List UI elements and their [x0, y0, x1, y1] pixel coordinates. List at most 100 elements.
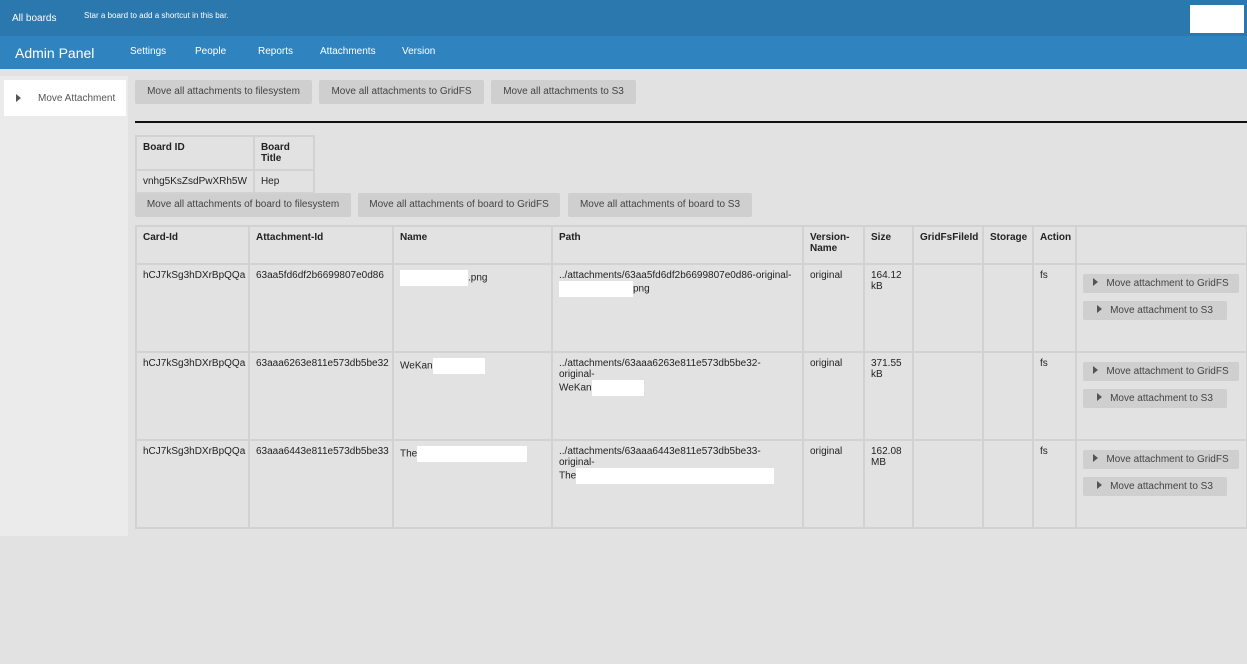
cell: The [392, 439, 553, 529]
button[interactable]: Move all attachments to S3 [491, 80, 636, 104]
arrow-icon [1097, 393, 1103, 401]
cell: Hep [252, 169, 316, 194]
header-cell: Board Title [252, 135, 316, 171]
arrow-icon [1093, 454, 1099, 462]
cell: vnhg5KsZsdPwXRh5W [135, 169, 255, 194]
sidebar: Move Attachment [0, 76, 128, 536]
path: ../attachments/63aaa6443e811e573db5be33-… [559, 446, 761, 468]
cell: Move attachment to GridFS Move attachment… [1075, 439, 1247, 529]
cell: original [802, 263, 865, 353]
redaction [576, 468, 775, 484]
redaction [432, 358, 485, 374]
header-cell: Action [1032, 225, 1077, 265]
sidebar-label: Move Attachment [38, 93, 116, 104]
all-boards-link[interactable]: All boards [12, 13, 57, 24]
nav-item[interactable]: Settings [130, 46, 167, 57]
button[interactable]: Move all attachments to GridFS [319, 80, 484, 104]
cell: 63aaa6443e811e573db5be33 [248, 439, 394, 529]
redaction [591, 380, 644, 396]
path: WeKan [559, 382, 592, 394]
button-label: Move attachment to S3 [1110, 481, 1213, 492]
button[interactable]: Move all attachments of board to S3 [568, 193, 752, 217]
cell: hCJ7kSg3hDXrBpQQa [135, 351, 250, 441]
redaction [400, 270, 468, 286]
cell [912, 439, 984, 529]
button-label: Move attachment to GridFS [1106, 366, 1229, 377]
sidebar-item[interactable]: Move Attachment [4, 80, 126, 116]
path: The [559, 470, 577, 482]
path: ../attachments/63aa5fd6df2b6699807e0d86-… [559, 270, 792, 281]
cell [982, 351, 1034, 441]
path: ../attachments/63aaa6263e811e573db5be32-… [559, 358, 761, 380]
cell [982, 263, 1034, 353]
nav-title: Admin Panel [15, 45, 95, 61]
header-cell: Path [551, 225, 804, 265]
avatar[interactable] [1190, 5, 1244, 33]
button-label: Move attachment to S3 [1110, 393, 1213, 404]
button[interactable]: Move attachment to GridFS [1083, 362, 1239, 381]
nav-item[interactable]: Version [402, 46, 436, 57]
name: .png [468, 272, 488, 284]
cell: hCJ7kSg3hDXrBpQQa [135, 439, 250, 529]
header-cell: GridFsFileId [912, 225, 984, 265]
arrow-icon [1097, 481, 1103, 489]
arrow-icon [1093, 366, 1099, 374]
cell: ../attachments/63aaa6263e811e573db5be32-… [551, 351, 804, 441]
button[interactable]: Move attachment to GridFS [1083, 274, 1239, 293]
cell: fs [1032, 351, 1077, 441]
name: WeKan [400, 360, 433, 372]
button[interactable]: Move attachment to GridFS [1083, 450, 1239, 469]
header-cell: Card-Id [135, 225, 250, 265]
arrow-icon [1097, 305, 1103, 313]
name: The [400, 448, 418, 460]
cell: Move attachment to GridFS Move attachment… [1075, 351, 1247, 441]
header-cell: Board ID [135, 135, 255, 171]
cell: 63aa5fd6df2b6699807e0d86 [248, 263, 394, 353]
nav-item[interactable]: Attachments [320, 46, 376, 57]
cell: hCJ7kSg3hDXrBpQQa [135, 263, 250, 353]
cell: fs [1032, 263, 1077, 353]
cell: 371.55 kB [863, 351, 914, 441]
cell: .png [392, 263, 553, 353]
button[interactable]: Move all attachments of board to filesys… [135, 193, 351, 217]
divider [135, 121, 1247, 123]
button[interactable]: Move attachment to S3 [1083, 389, 1227, 408]
cell: original [802, 351, 865, 441]
board-table: Board ID Board Title vnhg5KsZsdPwXRh5W Hep [135, 135, 316, 194]
cell: ../attachments/63aa5fd6df2b6699807e0d86-… [551, 263, 804, 353]
row: hCJ7kSg3hDXrBpQQa 63aaa6443e811e573db5be3… [135, 439, 1247, 529]
path: png [633, 283, 650, 295]
arrow-icon [16, 94, 21, 102]
button[interactable]: Move all attachments to filesystem [135, 80, 312, 104]
cell [982, 439, 1034, 529]
button[interactable]: Move attachment to S3 [1083, 301, 1227, 320]
nav-item[interactable]: Reports [258, 46, 294, 57]
button[interactable]: Move attachment to S3 [1083, 477, 1227, 496]
cell [912, 263, 984, 353]
header-cell: Version-Name [802, 225, 865, 265]
nav-bar: Admin Panel Settings People Reports Attachm… [0, 36, 1247, 69]
button[interactable]: Move all attachments of board to GridFS [358, 193, 560, 217]
cell: Move attachment to GridFS Move attachment… [1075, 263, 1247, 353]
top-bar: All boards Star a board to add a shortcu… [0, 0, 1247, 36]
button-label: Move attachment to S3 [1110, 305, 1213, 316]
star-hint: Star a board to add a shortcut in this b… [84, 11, 229, 20]
cell [912, 351, 984, 441]
header-cell [1075, 225, 1247, 265]
cell: WeKan [392, 351, 553, 441]
row: hCJ7kSg3hDXrBpQQa 63aa5fd6df2b6699807e0d8… [135, 263, 1247, 353]
header-cell: Attachment-Id [248, 225, 394, 265]
cell: fs [1032, 439, 1077, 529]
header-cell: Storage [982, 225, 1034, 265]
button-label: Move attachment to GridFS [1106, 454, 1229, 465]
cell: 162.08 MB [863, 439, 914, 529]
cell: ../attachments/63aaa6443e811e573db5be33-… [551, 439, 804, 529]
redaction [417, 446, 528, 462]
header-cell: Size [863, 225, 914, 265]
header-row: Board ID Board Title [135, 135, 316, 171]
row: vnhg5KsZsdPwXRh5W Hep [135, 169, 316, 194]
nav-item[interactable]: People [195, 46, 227, 57]
redaction [559, 281, 633, 297]
row: hCJ7kSg3hDXrBpQQa 63aaa6263e811e573db5be3… [135, 351, 1247, 441]
